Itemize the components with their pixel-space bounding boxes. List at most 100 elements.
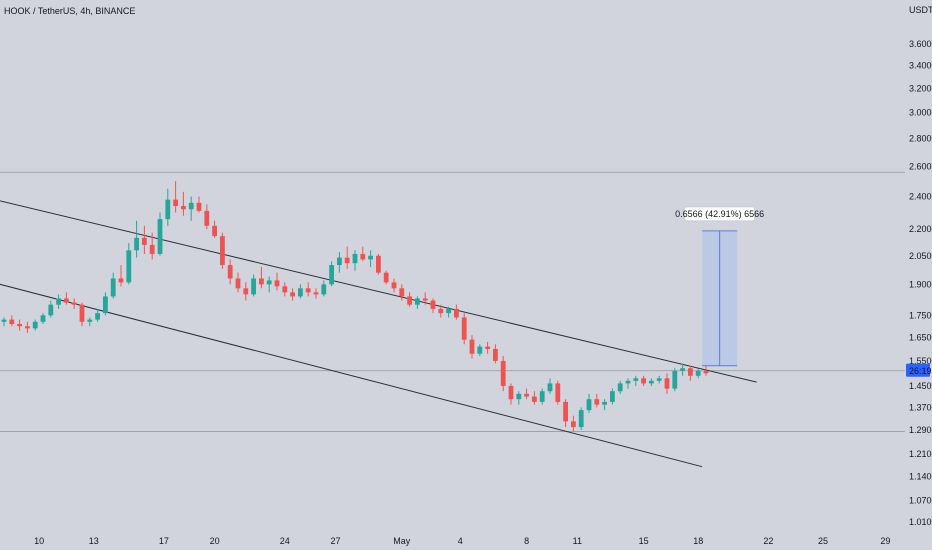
candle-body	[212, 225, 217, 237]
y-tick-label: 1.5500	[909, 356, 932, 366]
candle-body	[477, 346, 483, 354]
y-tick-label: 1.6500	[909, 332, 932, 342]
candle-body	[352, 253, 358, 264]
candle-body	[508, 386, 514, 400]
candle-body	[664, 378, 670, 389]
y-tick-label: 1.0100	[909, 517, 932, 527]
y-tick-label: 2.8000	[909, 134, 932, 144]
y-tick-label: 2.2000	[909, 224, 932, 234]
candle-body	[602, 401, 607, 405]
candle-body	[578, 410, 584, 428]
candle-body	[157, 219, 163, 254]
candle-body	[594, 399, 600, 405]
candle-body	[407, 296, 412, 305]
candle-body	[391, 282, 397, 289]
x-tick-label: 20	[210, 536, 220, 546]
current-price-label: 26:19	[909, 366, 932, 376]
candle-body	[672, 370, 678, 389]
price-axis[interactable]: 3.6000 3.4000 3.2000 3.0000 2.8000 2.6000 2.40…	[909, 39, 932, 527]
candle-body	[688, 368, 693, 376]
x-tick-label: 27	[330, 536, 340, 546]
candle-body	[461, 317, 467, 340]
candle-body	[454, 308, 459, 318]
candle-body	[383, 272, 389, 283]
candle-body	[103, 296, 108, 314]
candle-body	[48, 304, 54, 316]
current-price-badge	[906, 363, 930, 377]
x-tick-label: 11	[573, 536, 582, 546]
candle-body	[25, 326, 30, 329]
candle-body	[610, 391, 615, 402]
x-tick-label: 8	[524, 536, 529, 546]
candle-body	[110, 278, 116, 297]
candle-body	[703, 370, 709, 374]
candle-body	[617, 383, 623, 392]
candles	[1, 181, 709, 432]
y-tick-label: 1.4500	[909, 381, 932, 391]
candle-body	[305, 288, 311, 293]
candle-body	[313, 292, 319, 295]
x-tick-label: May	[393, 536, 411, 546]
candle-body	[399, 288, 405, 297]
price-range-measure[interactable]: 0.6566 (42.91%) 6566	[675, 206, 764, 367]
candle-body	[539, 391, 545, 402]
candle-body	[680, 368, 685, 371]
candle-body	[321, 284, 327, 295]
candle-body	[266, 280, 272, 285]
measure-label-box	[684, 206, 756, 222]
candle-body	[298, 288, 303, 297]
candle-body	[633, 378, 639, 381]
candle-body	[524, 393, 529, 397]
y-tick-label: 1.1400	[909, 471, 932, 481]
candle-body	[376, 255, 381, 273]
y-tick-label: 3.4000	[909, 60, 932, 70]
candle-body	[173, 199, 178, 207]
candle-body	[165, 199, 171, 220]
y-tick-label: 1.3700	[909, 402, 932, 412]
candle-body	[126, 250, 132, 283]
candle-body	[17, 323, 22, 327]
y-tick-label: 1.7500	[909, 310, 932, 320]
x-tick-label: 22	[763, 536, 773, 546]
horizontal-lines	[0, 171, 905, 432]
price-channel[interactable]	[0, 164, 757, 468]
candle-body	[79, 304, 85, 322]
candle-body	[563, 401, 568, 422]
candle-body	[360, 253, 366, 260]
candle-body	[71, 302, 77, 305]
candle-body	[9, 319, 15, 324]
candle-body	[181, 206, 186, 210]
channel-upper-line[interactable]	[0, 164, 757, 383]
candle-body	[555, 383, 561, 402]
candle-body	[516, 393, 522, 400]
candle-body	[142, 237, 147, 245]
candle-body	[641, 378, 646, 384]
x-tick-label: 13	[89, 536, 99, 546]
time-axis[interactable]: 10 13 17 20 24 27 May 4 8 11 15 18 22 25 29	[34, 536, 890, 546]
symbol-title: HOOK / TetherUS, 4h, BINANCE	[4, 6, 135, 16]
candle-body	[251, 278, 256, 295]
x-tick-label: 24	[280, 536, 290, 546]
candle-body	[290, 292, 295, 297]
y-tick-label: 2.0500	[909, 251, 932, 261]
candle-body	[485, 346, 490, 349]
candle-body	[87, 319, 93, 322]
candle-body	[149, 244, 155, 254]
candle-body	[438, 308, 444, 314]
candle-body	[415, 298, 420, 305]
x-tick-label: 29	[880, 536, 890, 546]
candle-body	[259, 278, 264, 285]
candle-body	[571, 421, 576, 428]
candle-body	[422, 298, 428, 301]
channel-lower-line[interactable]	[0, 254, 703, 468]
y-tick-label: 1.0700	[909, 495, 932, 505]
x-tick-label: 10	[34, 536, 44, 546]
y-tick-label: 3.0000	[909, 108, 932, 118]
candle-body	[1, 319, 7, 322]
candle-body	[56, 298, 61, 305]
candle-body	[227, 265, 233, 279]
candle-body	[337, 257, 342, 266]
y-tick-label: 1.2900	[909, 425, 932, 435]
candle-body	[220, 236, 225, 266]
